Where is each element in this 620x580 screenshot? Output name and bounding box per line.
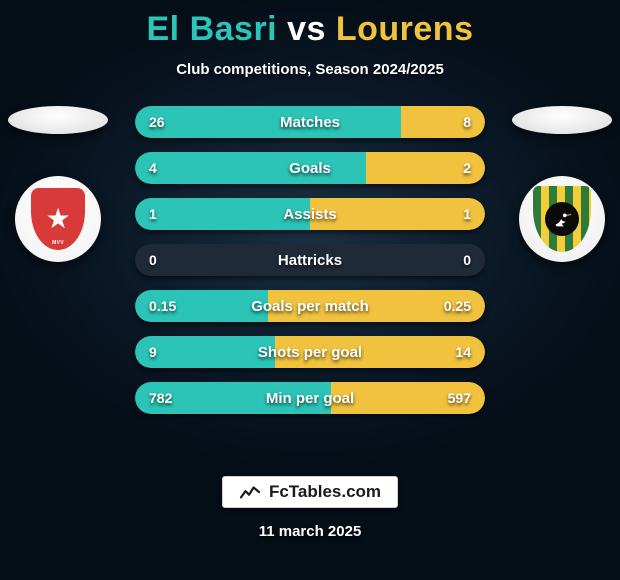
comparison-infographic: El Basri vs Lourens Club competitions, S… [0,0,620,580]
stat-row: 42Goals [135,152,485,184]
player1-photo-placeholder [8,106,108,134]
stat-label: Min per goal [135,382,485,414]
player2-side [512,106,612,262]
stat-row: 782597Min per goal [135,382,485,414]
stat-label: Goals per match [135,290,485,322]
brand-logo-icon [239,483,261,501]
stat-row: 914Shots per goal [135,336,485,368]
footer: FcTables.com [0,476,620,508]
ado-shield-icon [533,186,591,252]
player1-side: ★ MVV [8,106,108,262]
stork-icon [545,202,579,236]
vs-label: vs [287,10,326,48]
stat-row: 268Matches [135,106,485,138]
page-title: El Basri vs Lourens [0,0,620,49]
player2-club-badge [519,176,605,262]
stat-row: 0.150.25Goals per match [135,290,485,322]
player1-name: El Basri [147,10,278,48]
stats-area: ★ MVV 268Matches 42Goals 11Assists 00Hattri… [0,106,620,436]
player2-photo-placeholder [512,106,612,134]
mvv-shield-icon: ★ MVV [31,188,85,250]
stat-bars-column: 268Matches 42Goals 11Assists 00Hattricks 0.1… [135,106,485,428]
subtitle: Club competitions, Season 2024/2025 [0,61,620,78]
stat-label: Shots per goal [135,336,485,368]
badge-sub: MVV [31,240,85,246]
stat-label: Hattricks [135,244,485,276]
stat-label: Assists [135,198,485,230]
player2-name: Lourens [336,10,474,48]
brand-text: FcTables.com [269,482,381,502]
stat-label: Goals [135,152,485,184]
stat-row: 00Hattricks [135,244,485,276]
star-icon: ★ [45,205,70,233]
stat-label: Matches [135,106,485,138]
brand-box: FcTables.com [222,476,398,508]
date-label: 11 march 2025 [0,523,620,540]
player1-club-badge: ★ MVV [15,176,101,262]
stat-row: 11Assists [135,198,485,230]
